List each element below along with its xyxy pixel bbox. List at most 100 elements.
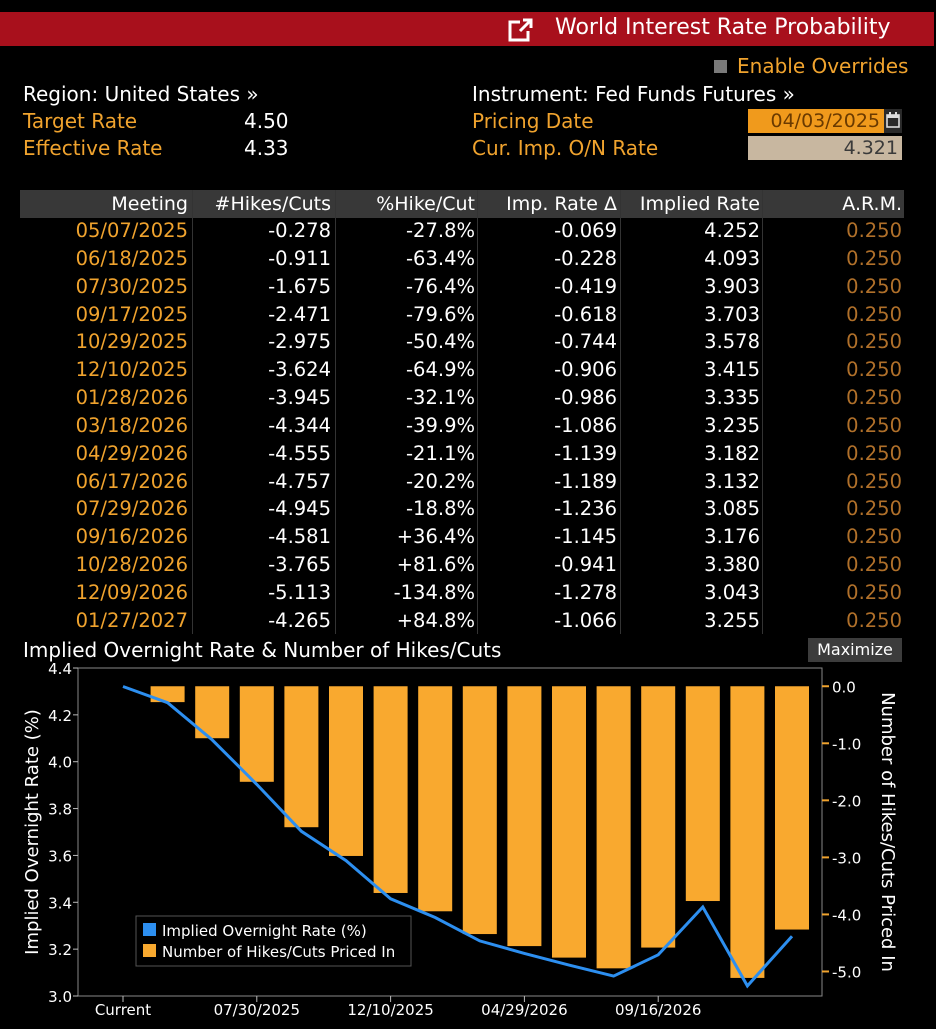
target-rate-label: Target Rate <box>23 109 138 133</box>
bar[interactable] <box>462 686 497 935</box>
cell-pct-hike-cut: -76.4% <box>406 274 475 298</box>
external-link-icon[interactable] <box>508 17 534 43</box>
cell-pct-hike-cut: -134.8% <box>393 580 475 604</box>
column-divider <box>620 190 621 634</box>
cell-meeting: 04/29/2026 <box>75 441 188 465</box>
table-row[interactable]: 03/18/2026 -4.344 -39.9% -1.086 3.235 0.250 <box>20 413 904 441</box>
table-row[interactable]: 01/27/2027 -4.265 +84.8% -1.066 3.255 0.250 <box>20 608 904 636</box>
cell-imp-rate-delta: -0.941 <box>554 553 617 577</box>
bar[interactable] <box>775 686 809 930</box>
table-row[interactable]: 12/09/2026 -5.113 -134.8% -1.278 3.043 0.250 <box>20 580 904 608</box>
pricing-date-label: Pricing Date <box>472 109 594 133</box>
left-tick-label: 3.0 <box>48 988 72 1006</box>
cell-pct-hike-cut: -39.9% <box>406 413 475 437</box>
cell-hikes-cuts: -3.624 <box>268 358 331 382</box>
bar[interactable] <box>284 686 319 828</box>
table-row[interactable]: 12/10/2025 -3.624 -64.9% -0.906 3.415 0.250 <box>20 357 904 385</box>
x-tick-label: 07/30/2025 <box>214 1001 300 1019</box>
cell-imp-rate-delta: -0.069 <box>554 219 617 242</box>
bar[interactable] <box>641 686 676 948</box>
left-tick-label: 4.4 <box>48 660 72 678</box>
cell-implied-rate: 3.578 <box>704 330 760 354</box>
x-tick-label: Current <box>95 1001 151 1019</box>
table-row[interactable]: 05/07/2025 -0.278 -27.8% -0.069 4.252 0.250 <box>20 218 904 246</box>
bar[interactable] <box>418 686 453 912</box>
bar[interactable] <box>373 686 408 893</box>
legend-swatch-line <box>143 923 156 936</box>
column-divider <box>192 190 193 634</box>
cell-imp-rate-delta: -0.906 <box>554 358 617 382</box>
cell-hikes-cuts: -2.471 <box>268 302 331 326</box>
cell-pct-hike-cut: +84.8% <box>396 608 475 632</box>
legend-label-line: Implied Overnight Rate (%) <box>162 922 367 940</box>
cell-imp-rate-delta: -1.066 <box>554 608 617 632</box>
cur-imp-rate-label: Cur. Imp. O/N Rate <box>472 136 659 160</box>
cur-imp-rate-input[interactable]: 4.321 <box>748 136 902 160</box>
maximize-button[interactable]: Maximize <box>808 638 902 662</box>
table-row[interactable]: 06/18/2025 -0.911 -63.4% -0.228 4.093 0.250 <box>20 246 904 274</box>
col-header-imp-rate-delta[interactable]: Imp. Rate Δ <box>506 193 617 215</box>
right-tick-label: -3.0 <box>832 849 861 867</box>
calendar-icon[interactable] <box>884 109 902 133</box>
table-row[interactable]: 07/30/2025 -1.675 -76.4% -0.419 3.903 0.250 <box>20 274 904 302</box>
cell-imp-rate-delta: -1.086 <box>554 413 617 437</box>
table-header: Meeting #Hikes/Cuts %Hike/Cut Imp. Rate … <box>20 190 904 218</box>
col-header-hikes-cuts[interactable]: #Hikes/Cuts <box>214 193 331 215</box>
col-header-pct-hike-cut[interactable]: %Hike/Cut <box>376 193 475 215</box>
cell-arm: 0.250 <box>846 358 902 382</box>
cell-implied-rate: 3.085 <box>704 497 760 521</box>
right-tick-label: -4.0 <box>832 906 861 924</box>
cell-pct-hike-cut: -79.6% <box>406 302 475 326</box>
col-header-implied-rate[interactable]: Implied Rate <box>639 193 760 215</box>
title-bar: World Interest Rate Probability <box>0 12 934 46</box>
bar[interactable] <box>329 686 363 856</box>
cell-pct-hike-cut: -32.1% <box>406 386 475 410</box>
column-divider <box>335 190 336 634</box>
table-row[interactable]: 10/29/2025 -2.975 -50.4% -0.744 3.578 0.250 <box>20 329 904 357</box>
table-row[interactable]: 09/17/2025 -2.471 -79.6% -0.618 3.703 0.250 <box>20 302 904 330</box>
table-row[interactable]: 10/28/2026 -3.765 +81.6% -0.941 3.380 0.250 <box>20 552 904 580</box>
cell-imp-rate-delta: -0.228 <box>554 246 617 270</box>
table-row[interactable]: 09/16/2026 -4.581 +36.4% -1.145 3.176 0.250 <box>20 524 904 552</box>
bar[interactable] <box>596 686 631 969</box>
bar[interactable] <box>730 686 765 978</box>
table-row[interactable]: 07/29/2026 -4.945 -18.8% -1.236 3.085 0.250 <box>20 496 904 524</box>
legend-swatch-bar <box>143 944 156 957</box>
col-header-arm[interactable]: A.R.M. <box>842 193 902 215</box>
table-row[interactable]: 01/28/2026 -3.945 -32.1% -0.986 3.335 0.250 <box>20 385 904 413</box>
cell-arm: 0.250 <box>846 525 902 549</box>
cell-hikes-cuts: -3.945 <box>268 386 331 410</box>
cell-pct-hike-cut: +81.6% <box>396 553 475 577</box>
bar[interactable] <box>685 686 720 902</box>
x-tick-label: 12/10/2025 <box>347 1001 433 1019</box>
cell-meeting: 07/30/2025 <box>75 274 188 298</box>
table-row[interactable]: 06/17/2026 -4.757 -20.2% -1.189 3.132 0.250 <box>20 469 904 497</box>
cell-arm: 0.250 <box>846 608 902 632</box>
cell-implied-rate: 4.093 <box>704 246 760 270</box>
left-tick-label: 3.4 <box>48 894 72 912</box>
cell-implied-rate: 3.132 <box>704 469 760 493</box>
cell-hikes-cuts: -0.911 <box>268 246 331 270</box>
bar[interactable] <box>507 686 542 947</box>
enable-overrides-checkbox[interactable] <box>714 60 727 73</box>
rate-probability-table: Meeting #Hikes/Cuts %Hike/Cut Imp. Rate … <box>20 190 904 636</box>
rate-chart: 4.4 4.2 4.0 3.8 3.6 3.4 3.2 3.0 0.0 -1.0 -2.0 -3.0 -… <box>22 660 898 1019</box>
instrument-selector[interactable]: Instrument: Fed Funds Futures » <box>472 82 795 106</box>
bar[interactable] <box>552 686 586 958</box>
right-tick-label: 0.0 <box>832 678 856 696</box>
cell-pct-hike-cut: -20.2% <box>406 469 475 493</box>
col-header-meeting[interactable]: Meeting <box>111 193 188 215</box>
table-row[interactable]: 04/29/2026 -4.555 -21.1% -1.139 3.182 0.250 <box>20 441 904 469</box>
cell-imp-rate-delta: -1.189 <box>554 469 617 493</box>
bar[interactable] <box>239 686 274 782</box>
region-selector[interactable]: Region: United States » <box>23 82 259 106</box>
legend-label-bar: Number of Hikes/Cuts Priced In <box>162 943 395 961</box>
cell-arm: 0.250 <box>846 580 902 604</box>
cell-imp-rate-delta: -1.278 <box>554 580 617 604</box>
cell-implied-rate: 3.415 <box>704 358 760 382</box>
chart-title: Implied Overnight Rate & Number of Hikes… <box>23 638 502 662</box>
cell-pct-hike-cut: -50.4% <box>406 330 475 354</box>
cell-implied-rate: 3.176 <box>704 525 760 549</box>
pricing-date-input[interactable]: 04/03/2025 <box>748 109 884 133</box>
implied-rate-line[interactable] <box>122 685 794 989</box>
